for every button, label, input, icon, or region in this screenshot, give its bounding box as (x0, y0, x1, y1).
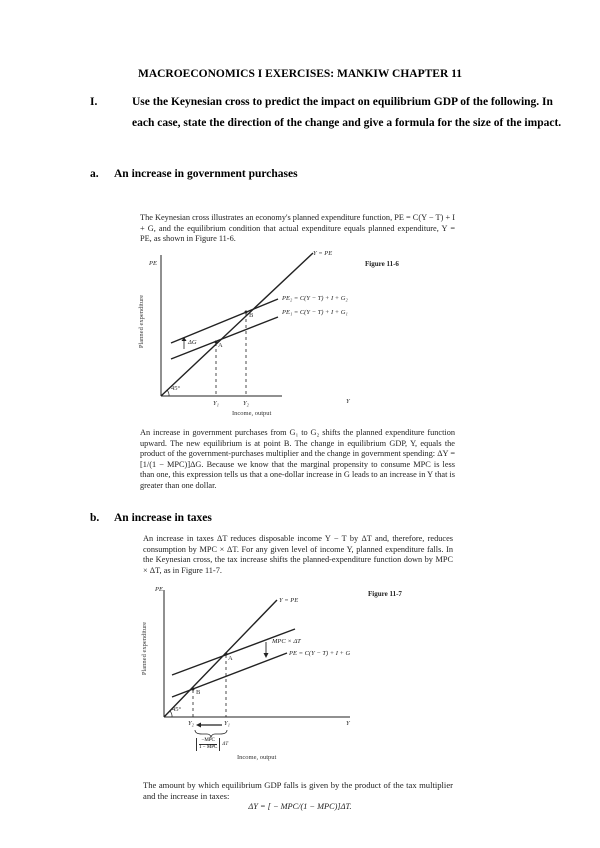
fig2-point-a: A (228, 655, 233, 662)
fig1-point-a: A (218, 342, 223, 349)
question-line-1: Use the Keynesian cross to predict the i… (132, 96, 553, 108)
line-pe-new (171, 652, 288, 698)
point-a-dot (214, 340, 218, 344)
mpc-arrowhead (263, 653, 269, 658)
line-pe1 (170, 316, 279, 360)
fig1-point-b: B (249, 312, 254, 319)
multiplier-numerator: −MPC (199, 738, 218, 745)
fig2-y-axis-label: Planned expenditure (141, 621, 149, 676)
fig1-pe1-label: PE₁ = C(Y − T) + I + G₁ (282, 309, 348, 316)
question-line-2: each case, state the direction of the ch… (132, 117, 562, 129)
fig1-delta-g-label: ΔG (188, 339, 197, 346)
part-b-intro: An increase in taxes ΔT reduces disposab… (143, 534, 453, 575)
part-a-heading: An increase in government purchases (114, 168, 298, 180)
point-b-dot (191, 687, 195, 691)
fig1-x-axis-label: Income, output (232, 410, 272, 417)
fig2-pe-line-label: PE = C(Y − T) + I + G (289, 650, 351, 657)
fig2-x-axis-label: Income, output (237, 754, 277, 761)
figure-11-7-number: Figure 11-7 (368, 590, 402, 598)
part-b-conclusion: The amount by which equilibrium GDP fall… (143, 780, 453, 801)
angle-arc (166, 389, 170, 397)
question-text: Use the Keynesian cross to predict the i… (132, 92, 562, 134)
line-45-degree (160, 252, 314, 397)
tax-multiplier-fraction: −MPC 1 − MPC (196, 738, 221, 751)
line-pe-original (171, 628, 296, 676)
fig1-y2: Y₂ (243, 400, 249, 407)
fig1-pe2-label: PE₂ = C(Y − T) + I + G₂ (282, 295, 348, 302)
line-45-degree (163, 599, 278, 718)
fig2-line-45-label: Y = PE (279, 597, 299, 604)
fig2-y2: Y₂ (188, 720, 194, 727)
part-a-explanation: An increase in government purchases from… (140, 428, 455, 490)
fig2-y1: Y₁ (224, 720, 230, 727)
page-title: MACROECONOMICS I EXERCISES: MANKIW CHAPT… (137, 68, 463, 80)
tax-multiplier-label: −MPC 1 − MPC ΔT (196, 738, 228, 751)
fig1-x-end: Y (346, 398, 350, 405)
fig2-point-b: B (196, 689, 201, 696)
fig1-line-45-label: Y = PE (313, 250, 333, 257)
fig1-y1: Y₁ (213, 400, 219, 407)
part-b-formula: ΔY = [ − MPC/(1 − MPC)]ΔT. (248, 802, 352, 811)
part-b-heading: An increase in taxes (114, 512, 212, 524)
fig1-angle: 45° (171, 385, 181, 392)
y-shift-arrowhead (196, 722, 201, 728)
multiplier-suffix: ΔT (222, 742, 229, 747)
part-b-letter: b. (90, 512, 100, 524)
part-a-letter: a. (90, 168, 99, 180)
angle-arc (169, 710, 173, 718)
multiplier-brace (194, 729, 228, 739)
line-pe2 (170, 298, 279, 344)
multiplier-denominator: 1 − MPC (199, 745, 218, 750)
point-b-dot (244, 310, 248, 314)
fig1-pe-label: PE (149, 260, 157, 267)
figure-11-6-number: Figure 11-6 (365, 260, 399, 268)
fig2-x-end: Y (346, 720, 350, 727)
question-number: I. (90, 96, 98, 108)
fig2-shift-label: MPC × ΔT (272, 638, 301, 645)
part-a-intro: The Keynesian cross illustrates an econo… (140, 213, 455, 244)
point-a-dot (224, 652, 228, 656)
fig2-pe-label: PE (155, 586, 163, 593)
fig2-angle: 45° (172, 706, 182, 713)
delta-g-arrowhead (181, 337, 187, 341)
